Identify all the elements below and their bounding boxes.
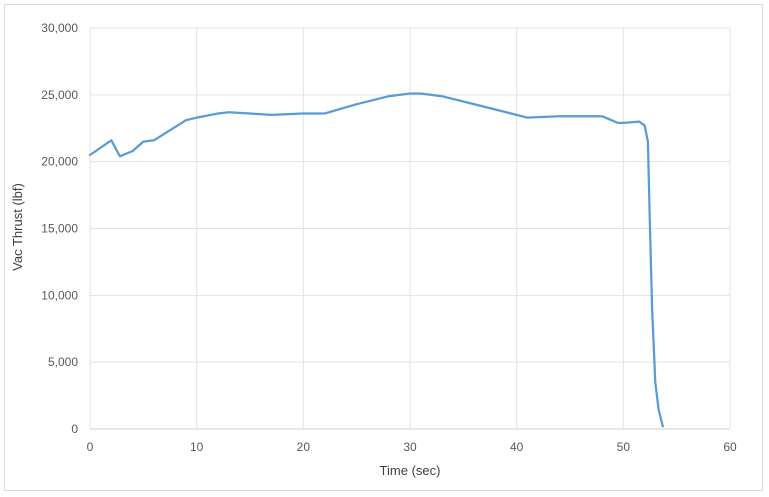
x-tick-label: 10 (190, 440, 204, 454)
y-axis-title: Vac Thrust (lbf) (10, 183, 25, 271)
y-tick-label: 15,000 (41, 222, 78, 236)
y-tick-label: 5,000 (48, 355, 78, 369)
y-tick-label: 0 (71, 422, 78, 436)
y-tick-labels: 0 5,000 10,000 15,000 20,000 25,000 30,000 (41, 21, 78, 436)
y-tick-label: 30,000 (41, 21, 78, 35)
x-tick-label: 50 (617, 440, 631, 454)
x-tick-label: 20 (297, 440, 311, 454)
x-tick-label: 60 (723, 440, 737, 454)
x-tick-label: 0 (87, 440, 94, 454)
series-line (88, 92, 664, 428)
data-series (88, 92, 664, 428)
gridlines (89, 27, 731, 430)
x-tick-label: 40 (510, 440, 524, 454)
x-axis-title: Time (sec) (380, 463, 441, 478)
x-tick-labels: 0 10 20 30 40 50 60 (87, 440, 737, 454)
x-tick-label: 30 (403, 440, 417, 454)
y-tick-label: 10,000 (41, 288, 78, 302)
chart-frame (4, 4, 763, 491)
y-tick-label: 20,000 (41, 155, 78, 169)
y-tick-label: 25,000 (41, 88, 78, 102)
